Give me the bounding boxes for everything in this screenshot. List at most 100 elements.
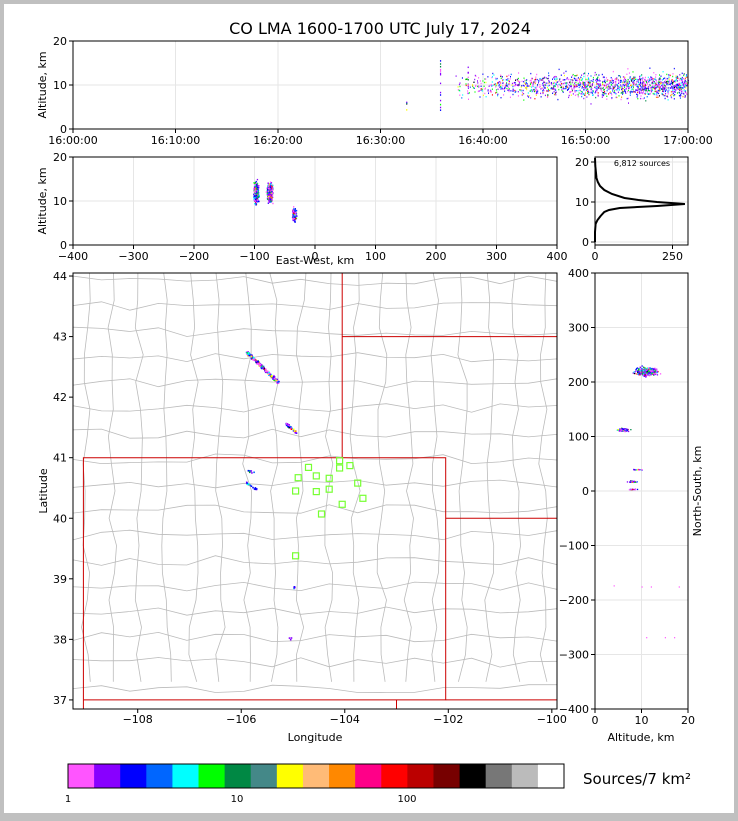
colorbar-swatch-5	[198, 764, 226, 788]
colorbar-swatch-12	[381, 764, 408, 788]
ew-height-ytick-1: 10	[53, 195, 67, 208]
altitude-profile-line	[594, 157, 685, 242]
ns-altitude-ytick-3: −100	[559, 540, 589, 553]
ns-altitude-ytick-1: −300	[559, 649, 589, 662]
time-height-ytick-0: 0	[60, 123, 67, 136]
colorbar-swatch-14	[433, 764, 461, 788]
time-height-panel: 16:00:00 16:10:00 16:20:00 16:30:00 16:40:00…	[36, 35, 713, 147]
time-height-ytick-2: 20	[53, 35, 67, 48]
ew-height-xtick-7: 300	[486, 250, 507, 263]
plan-view-xtick-1: −106	[226, 713, 256, 726]
ew-height-xlabel: East-West, km	[276, 254, 354, 267]
lma-station-4	[312, 472, 320, 480]
colorbar-swatch-7	[250, 764, 278, 788]
colorbar-swatch-8	[276, 764, 304, 788]
plan-view-ytick-3: 40	[53, 512, 67, 525]
plan-view-xtick-2: −104	[330, 713, 360, 726]
lma-stations	[292, 457, 367, 560]
time-height-ylabel: Altitude, km	[36, 51, 49, 118]
time-height-xtick-1: 16:10:00	[151, 134, 200, 147]
colorbar: 1 10 100 Sources/7 km²	[65, 763, 691, 805]
lma-station-8	[292, 487, 300, 495]
time-height-xtick-6: 17:00:00	[663, 134, 712, 147]
plan-view-ytick-2: 39	[53, 573, 67, 586]
ew-height-xtick-1: −300	[118, 250, 148, 263]
altitude-histogram-ytick-1: 10	[575, 196, 589, 209]
ns-altitude-ytick-6: 200	[568, 376, 589, 389]
lma-station-10	[325, 485, 333, 493]
plan-view-xlabel: Longitude	[288, 731, 343, 744]
colorbar-swatch-1	[94, 764, 121, 788]
plan-view-panel: −108 −106 −104 −102 −100 37 38 39 40 41 42 43 44 Lo…	[37, 270, 567, 744]
ns-altitude-ytick-4: 0	[582, 485, 589, 498]
ns-altitude-ytick-0: −400	[559, 703, 589, 716]
ns-altitude-ytick-8: 400	[568, 267, 589, 280]
plan-view-ytick-7: 44	[53, 270, 67, 283]
colorbar-swatch-2	[120, 764, 147, 788]
colorbar-swatch-18	[537, 764, 565, 788]
altitude-histogram-ytick-0: 0	[582, 236, 589, 249]
ew-height-xtick-4: 0	[312, 250, 319, 263]
ns-altitude-ytick-2: −200	[559, 594, 589, 607]
time-height-ytick-1: 10	[53, 79, 67, 92]
ew-height-xtick-5: 100	[365, 250, 386, 263]
ew-height-xtick-8: 400	[547, 250, 568, 263]
colorbar-swatch-0	[68, 764, 95, 788]
lma-station-5	[294, 474, 302, 482]
colorbar-tick-1: 10	[231, 794, 244, 805]
ns-altitude-xtick-2: 20	[681, 714, 695, 727]
plan-view-ylabel: Latitude	[37, 468, 50, 514]
colorbar-swatch-6	[224, 764, 252, 788]
state-borders	[82, 273, 557, 709]
plan-view-xtick-4: −100	[537, 713, 567, 726]
plan-view-sources	[245, 351, 298, 641]
ns-altitude-ytick-5: 100	[568, 431, 589, 444]
source-count-annotation: 6,812 sources	[614, 159, 670, 168]
lma-station-0	[336, 457, 344, 465]
ew-height-panel: −400 −300 −200 −100 0 100 200 300 400 0 10 20 East…	[36, 151, 568, 267]
lma-station-7	[354, 479, 362, 487]
ew-height-xtick-0: −400	[58, 250, 88, 263]
altitude-histogram-xtick-1: 250	[662, 250, 683, 263]
time-height-sources	[406, 60, 689, 111]
ns-altitude-sources	[613, 365, 680, 639]
ew-height-xtick-2: −200	[179, 250, 209, 263]
plan-view-ytick-1: 38	[53, 633, 67, 646]
ew-height-sources	[253, 178, 298, 223]
colorbar-swatch-10	[329, 764, 356, 788]
colorbar-swatch-17	[511, 764, 539, 788]
ns-altitude-xtick-0: 0	[592, 714, 599, 727]
colorbar-swatch-11	[355, 764, 382, 788]
time-height-xtick-4: 16:40:00	[458, 134, 507, 147]
time-height-xtick-0: 16:00:00	[48, 134, 97, 147]
ew-height-ytick-2: 20	[53, 151, 67, 164]
time-height-xtick-3: 16:30:00	[356, 134, 405, 147]
ns-altitude-panel: 0 10 20 −400 −300 −200 −100 0 100 200 300 400 Alti…	[559, 267, 704, 744]
colorbar-tick-0: 1	[65, 794, 71, 805]
ew-height-ytick-0: 0	[60, 239, 67, 252]
colorbar-swatch-13	[407, 764, 434, 788]
lma-station-2	[336, 464, 344, 472]
colorbar-swatch-9	[302, 764, 330, 788]
plan-view-xtick-3: −102	[433, 713, 463, 726]
altitude-histogram-ytick-2: 20	[575, 156, 589, 169]
plan-view-ytick-0: 37	[53, 694, 67, 707]
colorbar-swatch-3	[146, 764, 173, 788]
chart-title: CO LMA 1600-1700 UTC July 17, 2024	[229, 19, 531, 38]
lma-station-12	[338, 500, 346, 508]
colorbar-swatch-15	[459, 764, 487, 788]
ew-height-ylabel: Altitude, km	[36, 167, 49, 234]
plan-view-xtick-0: −108	[123, 713, 153, 726]
lma-station-1	[346, 462, 354, 470]
time-height-xtick-2: 16:20:00	[253, 134, 302, 147]
ns-altitude-ytick-7: 300	[568, 322, 589, 335]
lma-station-11	[359, 494, 367, 502]
plan-view-ytick-5: 42	[53, 391, 67, 404]
lma-station-13	[317, 510, 326, 518]
ns-altitude-xlabel: Altitude, km	[607, 731, 674, 744]
plan-view-ytick-4: 41	[53, 452, 67, 465]
ew-height-xtick-6: 200	[426, 250, 447, 263]
lma-station-9	[312, 488, 320, 496]
